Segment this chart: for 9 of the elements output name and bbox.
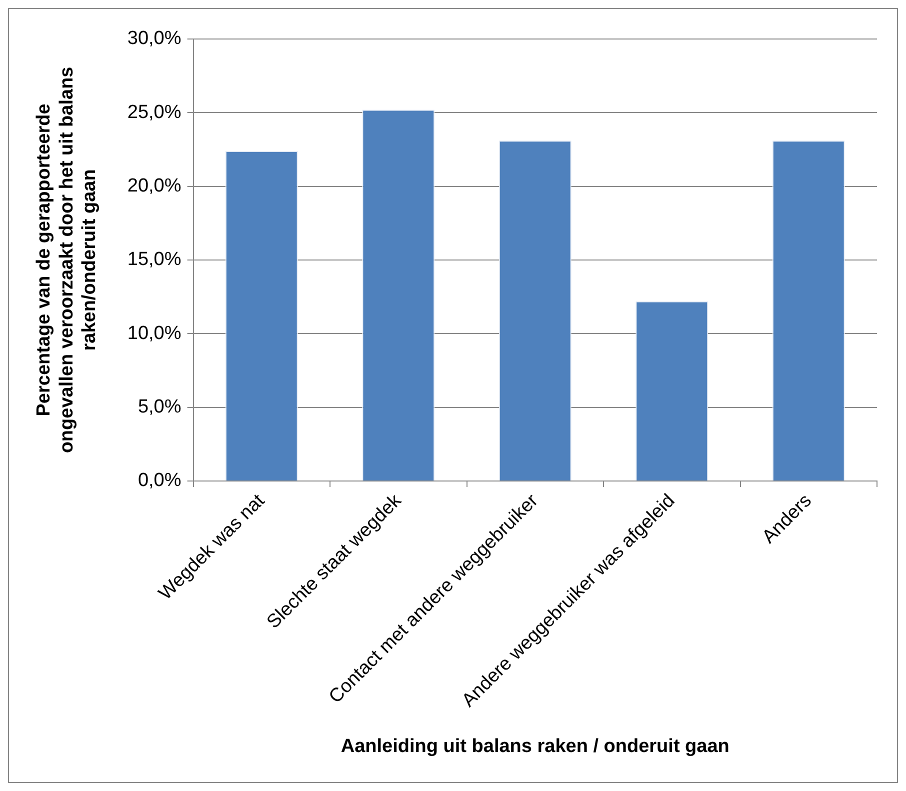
y-tick-label: 10,0% [127, 322, 182, 344]
y-tick-label: 15,0% [127, 249, 182, 270]
y-axis-title: Percentage van de gerapporteerde ongevallen veroorzaakt door het uit balans raken/onderuit gaan [34, 66, 100, 454]
y-tick-label: 20,0% [127, 176, 182, 197]
y-tick-label: 30,0% [127, 28, 182, 50]
y-tick-label: 5,0% [138, 396, 182, 418]
y-tick-label: 25,0% [127, 102, 182, 123]
x-axis-title: Aanleiding uit balans raken / onderuit gaan [340, 736, 730, 757]
y-tick-label: 0,0% [138, 470, 182, 492]
